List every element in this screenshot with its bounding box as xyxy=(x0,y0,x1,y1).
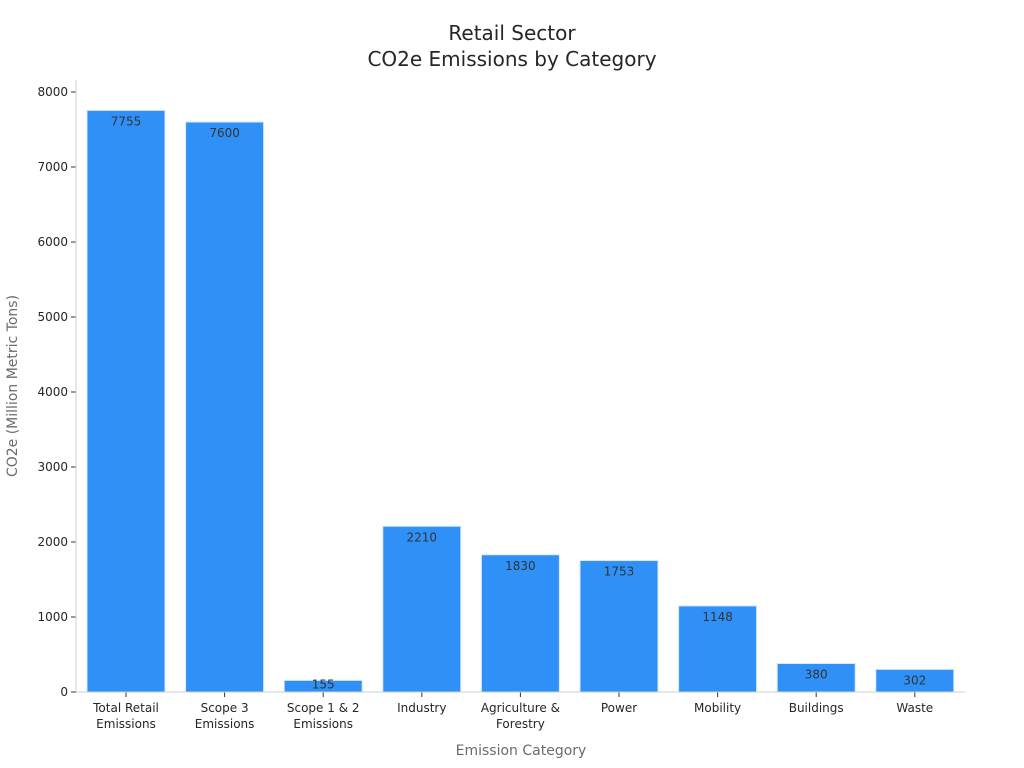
x-tick-label-3: Industry xyxy=(397,701,446,715)
y-axis-title: CO2e (Million Metric Tons) xyxy=(5,295,21,477)
x-tick-label-0-line-1: Emissions xyxy=(96,717,156,731)
bar-value-label-3: 2210 xyxy=(407,530,438,544)
x-tick-label-4-line-1: Forestry xyxy=(496,717,545,731)
bar-value-label-2: 155 xyxy=(312,677,335,691)
x-tick-label-1-line-0: Scope 3 xyxy=(201,701,249,715)
y-tick-label-0: 0 xyxy=(60,685,68,699)
bar-4 xyxy=(480,554,560,693)
bar-value-label-5: 1753 xyxy=(604,565,635,579)
x-tick-label-8: Waste xyxy=(896,701,933,715)
chart-title-line-1: Retail Sector xyxy=(448,21,576,45)
y-tick-label-5000: 5000 xyxy=(37,310,68,324)
bar-0 xyxy=(86,109,166,693)
x-tick-label-7: Buildings xyxy=(789,701,844,715)
x-tick-label-6: Mobility xyxy=(694,701,741,715)
y-tick-label-1000: 1000 xyxy=(37,610,68,624)
x-axis: Total Retail Emissions Scope 3 Emissions Sco… xyxy=(92,692,933,731)
y-tick-label-6000: 6000 xyxy=(37,235,68,249)
bar-value-label-4: 1830 xyxy=(505,559,536,573)
y-tick-label-4000: 4000 xyxy=(37,385,68,399)
bars: 7755 7600 155 2210 1830 1753 1148 380 302 xyxy=(86,109,955,693)
bar-1 xyxy=(185,121,265,693)
x-axis-title: Emission Category xyxy=(456,743,587,759)
bar-value-label-6: 1148 xyxy=(702,610,733,624)
y-axis: 0 1000 2000 3000 4000 5000 6000 7000 8000 xyxy=(37,85,76,699)
y-tick-label-8000: 8000 xyxy=(37,85,68,99)
y-tick-label-3000: 3000 xyxy=(37,460,68,474)
x-tick-label-5: Power xyxy=(601,701,637,715)
y-tick-label-2000: 2000 xyxy=(37,535,68,549)
x-tick-label-1-line-1: Emissions xyxy=(195,717,255,731)
x-tick-label-4-line-0: Agriculture & xyxy=(481,701,560,715)
bar-6 xyxy=(678,605,758,693)
bar-value-label-1: 7600 xyxy=(209,126,240,140)
bar-value-label-8: 302 xyxy=(903,673,926,687)
y-tick-label-7000: 7000 xyxy=(37,160,68,174)
x-tick-label-2-line-0: Scope 1 & 2 xyxy=(287,701,360,715)
bar-3 xyxy=(382,525,462,693)
bar-value-label-7: 380 xyxy=(805,668,828,682)
chart-title-line-2: CO2e Emissions by Category xyxy=(367,47,656,71)
bar-5 xyxy=(579,560,659,693)
x-tick-label-2-line-1: Emissions xyxy=(293,717,353,731)
bar-value-label-0: 7755 xyxy=(111,114,142,128)
bar-7 xyxy=(776,663,856,693)
x-tick-label-0-line-0: Total Retail xyxy=(92,701,159,715)
